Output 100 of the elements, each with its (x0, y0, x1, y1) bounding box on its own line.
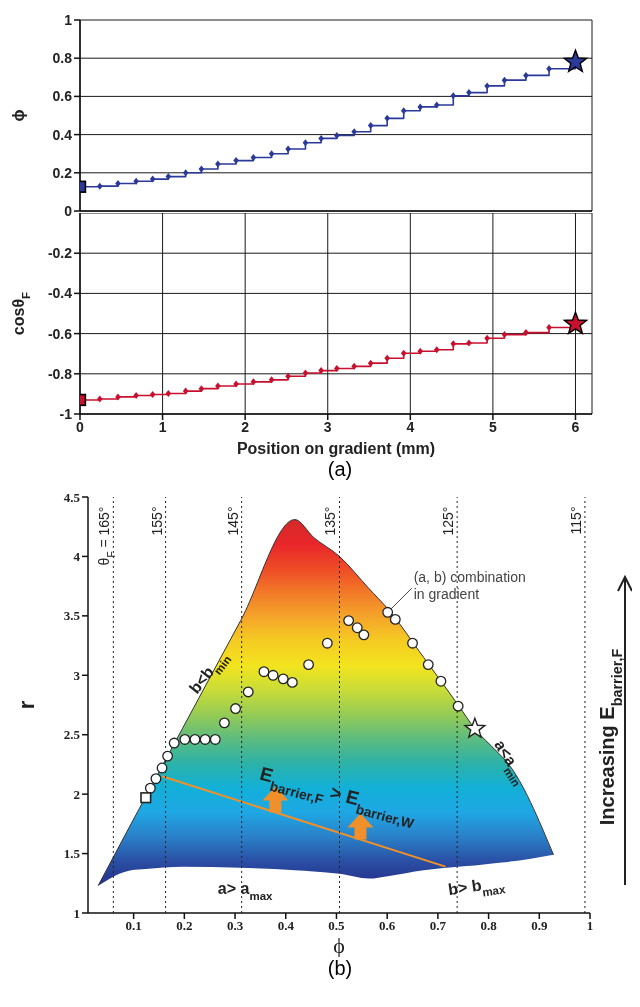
point (285, 372, 291, 380)
annotation: 155° (148, 506, 165, 536)
point (189, 734, 201, 745)
annotation: b> b$_{max}$ (447, 876, 507, 899)
point (179, 734, 191, 745)
x-tick-label: 6 (571, 418, 580, 435)
y-tick-label: 4.5 (63, 489, 81, 505)
point (450, 92, 457, 100)
point (433, 101, 440, 109)
point (367, 359, 374, 367)
y-tick-label: -0.6 (47, 325, 73, 342)
text: (a) (326, 458, 354, 481)
point (303, 659, 315, 671)
point (546, 65, 552, 73)
x-tick-label: 3 (323, 418, 332, 435)
y-tick-label: 1 (73, 905, 80, 921)
point (367, 122, 374, 130)
point (242, 686, 254, 698)
x-tick-label: 1 (586, 918, 594, 934)
point (452, 700, 464, 712)
point (318, 367, 324, 375)
point (501, 331, 508, 339)
point (400, 349, 407, 357)
point (144, 782, 156, 794)
y-tick-label: 0.2 (52, 164, 73, 181)
point (351, 128, 357, 136)
annotation: a> a$_{max}$ (217, 879, 274, 902)
point (351, 622, 363, 634)
x-tick-label: 1 (158, 418, 167, 435)
point (97, 395, 103, 403)
x-tick-label: 4 (406, 418, 415, 435)
x-tick-label: 0.1 (125, 918, 142, 934)
point (464, 717, 486, 738)
x-tick-label: 0.3 (226, 918, 244, 934)
x-tick-label: 0.7 (429, 918, 447, 934)
x-tick-label: 0.8 (480, 918, 498, 934)
point (140, 792, 152, 804)
point (384, 114, 390, 122)
x-axis-title: ϕ (333, 933, 345, 958)
point (343, 615, 355, 627)
point (277, 673, 289, 685)
point (133, 177, 139, 185)
point (165, 173, 172, 181)
point (250, 378, 257, 386)
point (563, 49, 588, 73)
point (334, 132, 340, 140)
point (198, 165, 205, 173)
annotation: 145° (224, 506, 241, 536)
y-tick-label: 1 (64, 11, 73, 28)
point (258, 666, 270, 678)
point (407, 637, 418, 649)
point (267, 669, 279, 681)
point (182, 387, 189, 395)
point (334, 365, 340, 373)
point (133, 392, 139, 400)
annotation: (a, b) combination in gradient (413, 569, 526, 603)
y-tick-label: -0.4 (47, 285, 73, 302)
x-tick-label: 5 (489, 418, 497, 435)
y-tick-label: 2.5 (63, 727, 81, 743)
point (149, 175, 156, 183)
y-tick-label: 3 (73, 667, 81, 683)
point (417, 103, 424, 111)
point (233, 157, 239, 165)
point (198, 385, 205, 393)
point (162, 750, 174, 762)
x-tick-label: 2 (241, 418, 250, 435)
point (563, 311, 588, 335)
point (149, 391, 156, 398)
point (285, 145, 291, 153)
y-tick-label: 0.4 (52, 126, 73, 143)
point (484, 82, 490, 90)
point (384, 354, 390, 362)
annotation: 125° (440, 506, 457, 536)
point (150, 773, 162, 785)
point (523, 329, 529, 337)
point (466, 89, 472, 97)
annotation: 115° (567, 506, 584, 535)
point (422, 659, 434, 671)
point (318, 134, 324, 142)
point (230, 703, 242, 715)
point (209, 734, 221, 745)
point (400, 107, 407, 115)
point (115, 393, 121, 401)
y-tick-label: -1 (59, 405, 73, 422)
annotation: 135° (322, 506, 339, 536)
point (286, 676, 298, 688)
y-tick-label: -0.2 (47, 245, 73, 262)
point (389, 613, 401, 625)
x-tick-label: 0.4 (277, 918, 295, 934)
point (165, 390, 172, 397)
point (358, 629, 370, 641)
x-tick-label: 0.5 (328, 918, 346, 934)
point (501, 76, 508, 84)
x-tick-label: 0.9 (531, 918, 548, 934)
point (435, 675, 447, 687)
point (268, 150, 275, 158)
x-tick-label: 0.6 (379, 918, 396, 934)
point (97, 182, 103, 190)
point (168, 737, 180, 749)
y-tick-label: 0.8 (52, 50, 73, 67)
